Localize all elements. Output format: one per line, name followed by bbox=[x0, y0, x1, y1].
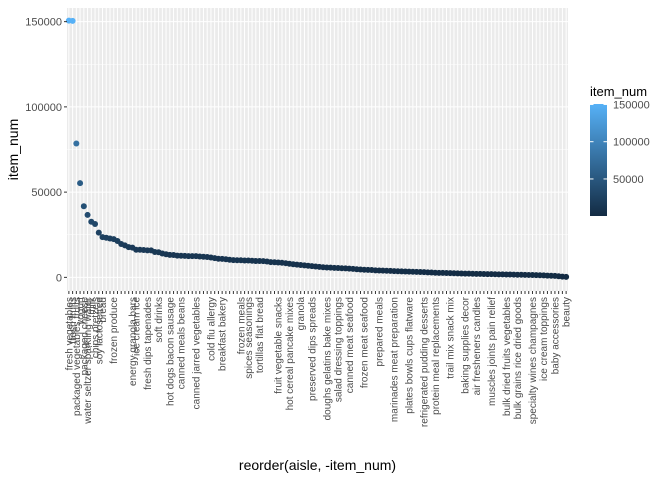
x-tick-label: breakfast bakery bbox=[218, 297, 229, 371]
x-tick-label: granola bbox=[296, 297, 307, 331]
data-point bbox=[92, 221, 99, 228]
x-tick-label: fresh dips tapenades bbox=[143, 297, 154, 390]
x-tick-label: ice cream toppings bbox=[539, 297, 550, 381]
x-tick-label: hot dogs bacon sausage bbox=[165, 297, 176, 406]
y-tick-label: 150000 bbox=[25, 17, 62, 29]
x-tick-label: hot cereal pancake mixes bbox=[285, 297, 296, 410]
data-point bbox=[73, 140, 80, 147]
x-tick-label: marinades meat preparation bbox=[390, 297, 401, 422]
x-tick-label: frozen produce bbox=[109, 297, 120, 364]
x-tick-label: doughs gelatins bake mixes bbox=[322, 297, 333, 420]
x-tick-label: preserved dips spreads bbox=[307, 297, 318, 401]
x-tick-label: cold flu allergy bbox=[206, 297, 217, 361]
legend-colorbar bbox=[590, 104, 607, 216]
data-point bbox=[95, 229, 102, 236]
x-tick-label: chips pretzels bbox=[91, 297, 102, 358]
data-point bbox=[563, 273, 570, 280]
x-tick-label: fresh fruits bbox=[68, 297, 79, 344]
y-tick-label: 100000 bbox=[25, 102, 62, 114]
x-tick-label: specialty wines champagnes bbox=[528, 297, 539, 424]
x-tick-label: packaged vegetables fruits bbox=[72, 297, 83, 416]
x-tick-label: bulk dried fruits vegetables bbox=[502, 297, 513, 416]
data-point bbox=[84, 211, 91, 218]
x-tick-label: canned jarred vegetables bbox=[191, 297, 202, 409]
x-tick-label: fruit vegetable snacks bbox=[274, 297, 285, 394]
x-tick-label: fresh vegetables bbox=[64, 297, 75, 370]
x-tick-label: beauty bbox=[562, 297, 573, 327]
legend-label: 100000 bbox=[613, 137, 650, 149]
y-axis: 0 50000 100000 150000 bbox=[25, 17, 67, 284]
x-tick-label: muscles joints pain relief bbox=[487, 297, 498, 406]
x-tick-label: baby accessories bbox=[550, 297, 561, 374]
legend-label: 150000 bbox=[613, 99, 650, 111]
grid-lines bbox=[67, 8, 568, 291]
x-tick-label: frozen meals bbox=[236, 297, 247, 354]
x-tick-label: ice cream ice bbox=[132, 297, 143, 356]
x-tick-label: prepared meals bbox=[375, 297, 386, 366]
x-tick-label: bread bbox=[98, 297, 109, 323]
y-tick-label: 50000 bbox=[31, 187, 62, 199]
x-tick-label: energy granola bars bbox=[128, 297, 139, 386]
x-tick-label: plates bowls cups flatware bbox=[405, 297, 416, 414]
x-tick-label: salad dressing toppings bbox=[334, 297, 345, 402]
x-tick-label: protein meal replacements bbox=[431, 297, 442, 415]
x-tick-label: air fresheners candles bbox=[472, 297, 483, 395]
x-tick-label: tortillas flat bread bbox=[255, 297, 266, 373]
data-point bbox=[77, 180, 84, 187]
x-tick-label: water seltzer sparkling water bbox=[83, 296, 94, 424]
x-tick-label: milk bbox=[87, 296, 98, 315]
x-tick-label: refrigerated pudding desserts bbox=[420, 297, 431, 427]
x-tick-label: soft drinks bbox=[154, 297, 165, 343]
x-axis-title: reorder(aisle, -item_num) bbox=[239, 457, 396, 473]
data-point bbox=[80, 203, 87, 210]
x-tick-label: soy lactosefree bbox=[94, 297, 105, 365]
x-tick-label: packaged cheese bbox=[79, 297, 90, 376]
legend-ticks: 50000 100000 150000 bbox=[590, 99, 650, 186]
y-axis-title: item_num bbox=[5, 119, 21, 180]
legend-label: 50000 bbox=[613, 174, 644, 186]
x-tick-label: canned meals beans bbox=[177, 297, 188, 389]
x-tick-label: trail mix snack mix bbox=[446, 297, 457, 379]
x-tick-label: canned meat seafood bbox=[345, 297, 356, 393]
x-tick-label: yogurt bbox=[76, 297, 87, 325]
data-points bbox=[65, 17, 570, 280]
x-tick-label: spices seasonings bbox=[244, 297, 255, 379]
x-tick-label: bulk grains rice dried goods bbox=[513, 297, 524, 419]
x-tick-label: frozen meat seafood bbox=[360, 297, 371, 388]
y-tick-label: 0 bbox=[56, 272, 62, 284]
legend: item_num 50000 100000 150000 bbox=[590, 84, 650, 216]
legend-title: item_num bbox=[590, 84, 647, 99]
x-tick-label: baking supplies decor bbox=[461, 296, 472, 393]
data-point bbox=[69, 17, 76, 24]
